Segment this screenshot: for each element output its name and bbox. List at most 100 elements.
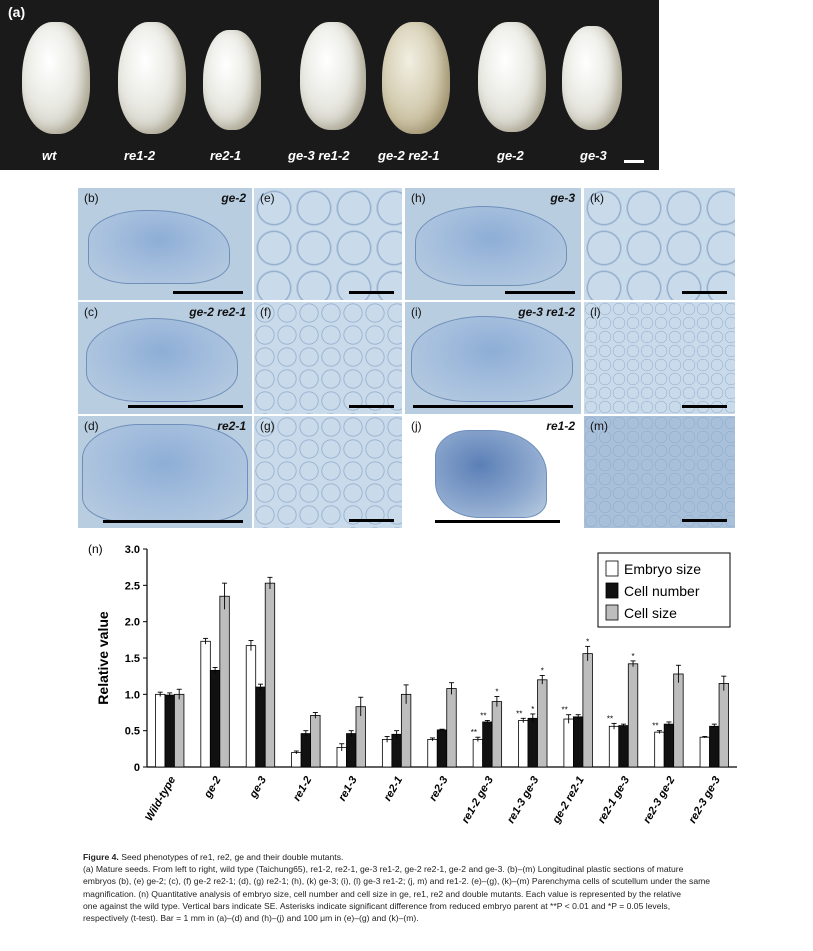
scale-bar bbox=[349, 291, 394, 294]
bar bbox=[472, 738, 484, 768]
bar bbox=[618, 725, 629, 768]
scale-bar bbox=[103, 520, 243, 523]
panel-label: (c) bbox=[84, 305, 98, 319]
bar bbox=[346, 733, 357, 768]
y-tick-label: 1.5 bbox=[125, 653, 140, 665]
seed-image bbox=[562, 26, 622, 130]
bar bbox=[391, 733, 402, 768]
y-tick-label: 1.0 bbox=[125, 689, 140, 701]
bar bbox=[482, 721, 493, 768]
genotype-label: ge-3 re1-2 bbox=[518, 305, 575, 319]
panel-label: (k) bbox=[590, 191, 604, 205]
scale-bar bbox=[413, 405, 573, 408]
x-tick-label: Wild-type bbox=[143, 775, 178, 824]
legend-swatch bbox=[605, 560, 619, 577]
x-tick-label: re2-1 bbox=[382, 775, 406, 804]
x-tick-label: re2-3 bbox=[427, 775, 451, 804]
bar bbox=[291, 752, 302, 768]
micrograph-panel: (b) ge-2 bbox=[78, 188, 252, 300]
bar bbox=[527, 717, 538, 768]
genotype-label: re2-1 bbox=[217, 419, 246, 433]
significance-marker: * bbox=[495, 688, 498, 697]
x-tick-label: ge-3 bbox=[247, 775, 269, 801]
scale-bar bbox=[505, 291, 575, 294]
y-tick-label: 2.5 bbox=[125, 580, 140, 592]
bar bbox=[427, 738, 438, 768]
y-tick-label: 2.0 bbox=[125, 617, 140, 629]
bar bbox=[436, 729, 448, 768]
micrograph-panel: (m) bbox=[584, 416, 735, 528]
bar bbox=[255, 686, 266, 768]
significance-marker: * bbox=[531, 705, 534, 714]
panel-label: (n) bbox=[88, 542, 103, 556]
bar bbox=[491, 701, 503, 768]
bar bbox=[709, 725, 720, 768]
bar bbox=[582, 653, 593, 768]
caption-line: respectively (t-test). Bar = 1 mm in (a)… bbox=[83, 913, 419, 924]
seed-image bbox=[300, 22, 366, 130]
micrograph-panel: (e) bbox=[254, 188, 402, 300]
micrograph-panel: (h) ge-3 bbox=[405, 188, 581, 300]
genotype-label: re1-2 bbox=[546, 419, 575, 433]
bar bbox=[518, 720, 529, 768]
bar bbox=[209, 669, 221, 768]
scale-bar bbox=[682, 405, 727, 408]
bar bbox=[563, 718, 574, 768]
x-tick-label: ge-2 bbox=[201, 775, 223, 801]
bar bbox=[573, 716, 584, 768]
seed-photo-panel: (a) wt re1-2 re2-1 ge-3 re1-2 ge-2 re2-1… bbox=[0, 0, 659, 170]
seed-image bbox=[118, 22, 186, 134]
legend-swatch bbox=[605, 582, 619, 599]
y-tick-label: 0.5 bbox=[125, 726, 140, 738]
scale-bar bbox=[682, 519, 727, 522]
bar bbox=[654, 731, 665, 768]
embryo-section bbox=[82, 424, 248, 522]
x-tick-label: ge-2 re2-1 bbox=[550, 775, 587, 827]
scale-bar bbox=[682, 291, 727, 294]
seed-label: ge-3 bbox=[580, 148, 607, 163]
bar bbox=[200, 640, 211, 768]
micrograph-panel: (l) bbox=[584, 302, 735, 414]
panel-label: (e) bbox=[260, 191, 275, 205]
bar bbox=[381, 738, 393, 768]
x-tick-label: re2-3 ge-3 bbox=[687, 775, 723, 826]
seed-label: re1-2 bbox=[124, 148, 156, 163]
x-tick-label: re1-2 ge-3 bbox=[460, 775, 496, 826]
seed-label: wt bbox=[42, 148, 57, 163]
legend-label: Cell size bbox=[624, 605, 677, 621]
panel-label: (d) bbox=[84, 419, 99, 433]
panel-label: (m) bbox=[590, 419, 608, 433]
seed-label: ge-3 re1-2 bbox=[288, 148, 350, 163]
panel-label: (f) bbox=[260, 305, 272, 319]
embryo-section bbox=[415, 206, 567, 286]
x-tick-label: re2-3 ge-2 bbox=[641, 775, 677, 826]
bar bbox=[300, 733, 311, 768]
bar bbox=[219, 595, 230, 768]
seed-label: ge-2 bbox=[497, 148, 524, 163]
figure-title-text: Seed phenotypes of re1, re2, ge and thei… bbox=[121, 852, 344, 862]
significance-marker: * bbox=[541, 666, 544, 675]
micrograph-panel: (f) bbox=[254, 302, 402, 414]
seed-image bbox=[478, 22, 546, 132]
seed-image bbox=[22, 22, 90, 134]
scale-bar bbox=[435, 520, 560, 523]
caption-line: magnification. (n) Quantitative analysis… bbox=[83, 888, 682, 899]
x-tick-label: re1-2 bbox=[291, 775, 315, 804]
significance-marker: ** bbox=[516, 709, 522, 718]
bar bbox=[699, 736, 710, 768]
seed-image bbox=[382, 22, 450, 134]
legend-swatch bbox=[605, 604, 619, 621]
bar bbox=[155, 693, 166, 768]
significance-marker: ** bbox=[480, 711, 486, 720]
micrograph-panel: (g) bbox=[254, 416, 402, 528]
caption-line: embryos (b), (e) ge-2; (c), (f) ge-2 re2… bbox=[83, 876, 711, 887]
micrograph-panel: (k) bbox=[584, 188, 735, 300]
scale-bar bbox=[349, 405, 394, 408]
bar bbox=[310, 715, 321, 768]
bar-chart: (n) 0 0.5 1.0 1.5 2.0 2.5 3.0 Relative value Wild… bbox=[88, 542, 737, 827]
seed-label: re2-1 bbox=[210, 148, 242, 163]
embryo-section bbox=[86, 318, 238, 402]
bar bbox=[627, 663, 639, 768]
panel-label: (g) bbox=[260, 419, 275, 433]
genotype-label: ge-3 bbox=[550, 191, 575, 205]
